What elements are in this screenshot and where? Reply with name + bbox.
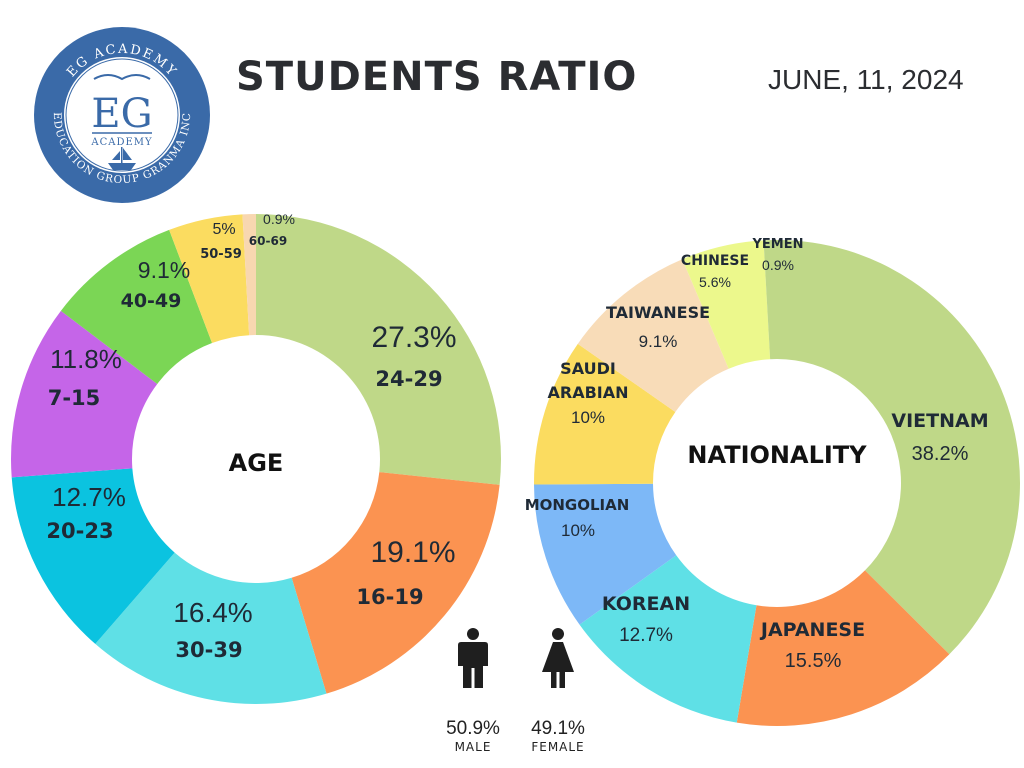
nationality-slice-vietnam-label: VIETNAM: [891, 410, 988, 432]
nationality-slice-saudi-arabian: [534, 343, 676, 485]
age-donut-chart: AGE 27.3% 24-29 19.1% 16-19 16.4% 30-39 12.7% 2…: [10, 211, 501, 704]
ship-icon: [108, 147, 136, 170]
female-stat: 49.1% FEMALE: [518, 628, 598, 754]
age-slice-50-59-percent: 5%: [212, 221, 235, 238]
age-slice-30-39: [95, 552, 327, 704]
nationality-slice-japanese-percent: 15.5%: [785, 650, 842, 672]
logo-ornament-icon: [93, 74, 151, 81]
age-slice-40-49-label: 40-49: [121, 290, 182, 312]
nationality-slice-chinese-percent: 5.6%: [699, 274, 731, 290]
age-slice-7-15: [10, 310, 158, 478]
nationality-slice-mongolian-label: MONGOLIAN: [525, 496, 630, 514]
nationality-slice-mongolian-percent: 10%: [561, 521, 595, 540]
nationality-slice-vietnam-percent: 38.2%: [912, 443, 969, 465]
nationality-slice-japanese: [736, 570, 950, 726]
nationality-donut-chart: NATIONALITY 38.2% VIETNAM 15.5% JAPANESE 12.…: [525, 237, 1020, 726]
nationality-slice-yemen: [763, 240, 777, 360]
age-slice-30-39-label: 30-39: [175, 638, 242, 662]
logo-name: ACADEMY: [90, 137, 152, 148]
nationality-chart-title: NATIONALITY: [687, 441, 867, 469]
nationality-slice-yemen-percent: 0.9%: [762, 257, 794, 273]
age-slice-50-59: [169, 214, 250, 344]
nationality-slice-korean-label: KOREAN: [602, 593, 690, 615]
age-slice-7-15-percent: 11.8%: [50, 344, 122, 374]
nationality-slice-korean: [579, 555, 757, 723]
age-slice-50-59-label: 50-59: [200, 247, 242, 262]
nationality-slice-japanese-label: JAPANESE: [759, 619, 865, 641]
nationality-slice-korean-percent: 12.7%: [619, 625, 673, 646]
age-slice-24-29-label: 24-29: [375, 367, 442, 391]
nationality-slice-saudi-arabian-percent: 10%: [571, 408, 605, 427]
page-title: STUDENTS RATIO: [236, 54, 638, 100]
age-slice-16-19: [291, 472, 500, 694]
age-slice-20-23-label: 20-23: [46, 519, 113, 543]
nationality-slice-taiwanese: [577, 259, 729, 412]
male-person-icon: [458, 628, 488, 688]
nationality-slice-vietnam: [777, 240, 1020, 655]
eg-academy-logo: EG ACADEMY EDUCATION GROUP GRANMA INC EG…: [34, 27, 210, 203]
male-stat: 50.9% MALE: [433, 628, 513, 754]
age-slice-20-23: [11, 468, 175, 644]
age-slice-20-23-percent: 12.7%: [52, 482, 126, 512]
age-slice-40-49-percent: 9.1%: [138, 257, 190, 283]
age-slice-60-69: [242, 214, 256, 336]
age-slice-16-19-label: 16-19: [356, 585, 423, 609]
male-percent: 50.9%: [446, 718, 500, 739]
female-person-icon: [542, 628, 574, 688]
male-label: MALE: [454, 740, 492, 754]
age-slice-16-19-percent: 19.1%: [370, 536, 455, 569]
nationality-slice-taiwanese-label: TAIWANESE: [606, 303, 710, 322]
age-slice-40-49: [60, 229, 213, 385]
age-chart-title: AGE: [229, 449, 284, 477]
female-label: FEMALE: [531, 740, 585, 754]
age-slice-30-39-percent: 16.4%: [173, 597, 252, 628]
female-percent: 49.1%: [531, 718, 585, 739]
age-slice-60-69-label: 60-69: [249, 234, 287, 248]
nationality-slice-chinese-label: CHINESE: [681, 253, 749, 269]
nationality-slice-saudi-arabian-label-line2: ARABIAN: [547, 383, 628, 402]
nationality-slice-yemen-label: YEMEN: [752, 237, 804, 252]
nationality-slice-saudi-arabian-label-line1: SAUDI: [560, 359, 616, 378]
age-slice-24-29: [256, 214, 501, 485]
report-date: JUNE, 11, 2024: [768, 64, 964, 95]
nationality-slice-mongolian: [534, 483, 677, 625]
logo-monogram: EG: [91, 91, 152, 137]
nationality-slice-taiwanese-percent: 9.1%: [639, 332, 678, 351]
age-slice-7-15-label: 7-15: [48, 386, 101, 410]
age-slice-60-69-percent: 0.9%: [263, 211, 295, 227]
nationality-slice-chinese: [682, 240, 771, 369]
age-slice-24-29-percent: 27.3%: [371, 321, 456, 354]
